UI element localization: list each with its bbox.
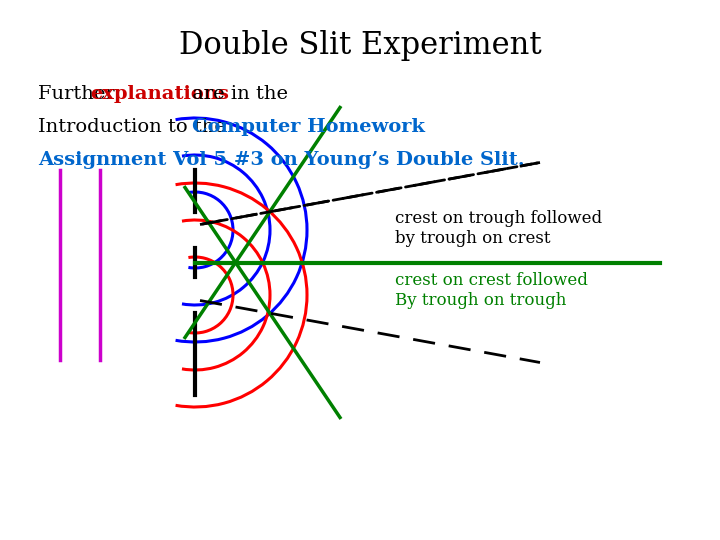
Text: Introduction to the: Introduction to the <box>38 118 232 136</box>
Text: Further: Further <box>38 85 121 103</box>
Text: crest on crest followed
By trough on trough: crest on crest followed By trough on tro… <box>395 272 588 308</box>
Text: Computer Homework: Computer Homework <box>192 118 425 136</box>
Text: Double Slit Experiment: Double Slit Experiment <box>179 30 541 61</box>
Text: crest on trough followed
by trough on crest: crest on trough followed by trough on cr… <box>395 210 602 247</box>
Text: explanations: explanations <box>90 85 229 103</box>
Text: are in the: are in the <box>186 85 288 103</box>
Text: Assignment Vol 5 #3 on Young’s Double Slit.: Assignment Vol 5 #3 on Young’s Double Sl… <box>38 151 525 169</box>
